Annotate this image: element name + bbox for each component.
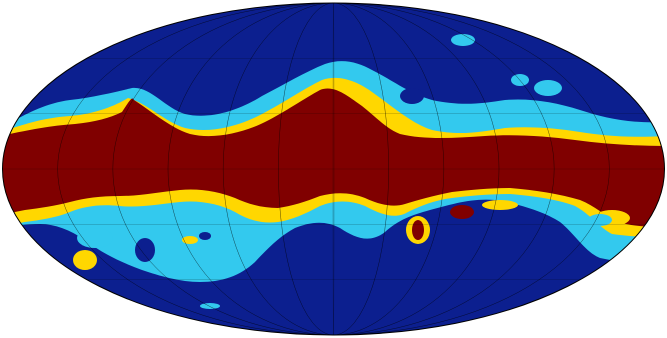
meridian-line — [167, 3, 500, 335]
dark-blue-hole — [400, 88, 424, 104]
meridian-line — [278, 3, 389, 335]
light-blue-blob — [77, 228, 113, 248]
meridian-line — [112, 3, 555, 335]
dark-red-blob — [412, 220, 424, 240]
light-blue-blob — [588, 214, 612, 226]
light-blue-island — [534, 80, 562, 96]
yellow-blob — [482, 200, 518, 210]
dark-red-region-fill — [2, 88, 665, 227]
dark-red-blob — [450, 205, 474, 219]
dark-blue-hole — [199, 232, 211, 240]
graticule — [2, 3, 665, 335]
yellow-blob — [73, 250, 97, 270]
meridian-line — [57, 3, 610, 335]
yellow-blob — [182, 236, 198, 244]
light-blue-island — [200, 303, 220, 309]
meridian-line — [332, 3, 335, 335]
light-blue-island — [451, 34, 475, 46]
meridian-line — [222, 3, 445, 335]
dark-blue-hole — [135, 238, 155, 262]
